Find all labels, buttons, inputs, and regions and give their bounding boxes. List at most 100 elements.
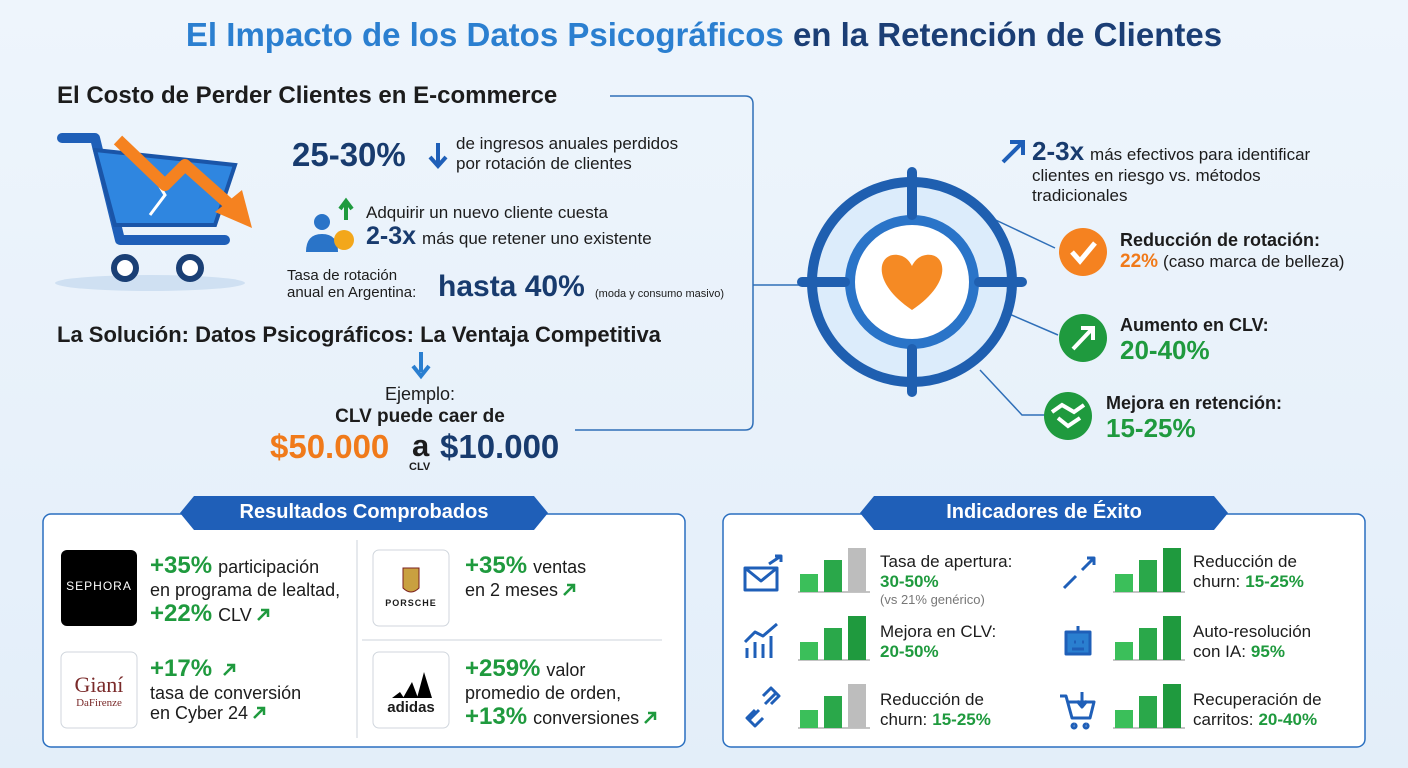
line: Tasa de rotación: [287, 267, 398, 284]
up-arrow: [222, 661, 236, 676]
line: carritos: 20-40%: [1193, 710, 1322, 730]
down-arrow: [411, 352, 431, 380]
mini-bar: [1115, 642, 1133, 660]
case-value: +22%: [150, 600, 213, 628]
line: +35% participación: [150, 552, 340, 580]
adidas-stripes: [392, 672, 432, 698]
indicator-text: Reducción de churn: 15-25%: [1193, 552, 1304, 592]
benefit-value: 15-25%: [1106, 412, 1196, 443]
mini-bar: [824, 628, 842, 660]
growth-icon: [1059, 314, 1107, 362]
indicator-icon: [1060, 692, 1096, 730]
up-arrow: [252, 704, 266, 720]
mini-bar: [1163, 684, 1181, 728]
line: 22% (caso marca de belleza): [1120, 251, 1344, 273]
case-text: +259% valor promedio de orden, +13% conver…: [465, 655, 657, 731]
benefit-label: Mejora en retención:: [1106, 393, 1283, 413]
case-value: +259%: [465, 655, 541, 682]
mini-bar: [1115, 574, 1133, 592]
logo-box: [61, 550, 137, 626]
benefit-label: Reducción de rotación:: [1120, 230, 1321, 250]
to-value: $10.000: [440, 428, 560, 465]
line: con IA: 95%: [1193, 642, 1311, 662]
mini-bar: [1163, 616, 1181, 660]
line: en 2 meses: [465, 580, 586, 601]
line: +35% ventas: [465, 552, 586, 580]
benefit-note: (caso marca de belleza): [1163, 251, 1345, 271]
banner-title: Resultados Comprobados: [239, 501, 489, 523]
up-arrow: [256, 606, 270, 622]
indicator-text: Tasa de apertura: 30-50% (vs 21% genérico): [880, 552, 1012, 607]
up-arrow: [562, 581, 576, 596]
line: Mejora en CLV:: [880, 622, 997, 641]
banner: [860, 496, 1228, 530]
indicator-value: 15-25%: [1245, 571, 1304, 591]
line: ventas: [533, 557, 587, 577]
case-value: +13%: [465, 703, 528, 731]
up-arrow: [643, 709, 657, 725]
stat-text: Tasa de rotación anual en Argentina:: [287, 267, 417, 301]
line: en Cyber 24: [150, 703, 249, 724]
mini-bar: [1115, 710, 1133, 728]
cart-icon: [55, 133, 252, 291]
benefit-value: 22%: [1120, 250, 1159, 272]
line: Reducción de: [880, 690, 984, 709]
line: +22% CLV: [150, 600, 340, 628]
logo-text: adidas: [387, 699, 435, 716]
section-heading: La Solución: Datos Psicográficos: La Ven…: [57, 322, 661, 347]
indicator-icon: [743, 622, 778, 658]
line: más que retener uno existente: [422, 229, 652, 248]
connector-note: CLV: [409, 461, 431, 473]
line: churn: 15-25%: [880, 710, 991, 730]
mini-bar: [848, 548, 866, 592]
connector-word: a: [412, 428, 430, 463]
line: 2-3x más efectivos para identificar: [1032, 136, 1310, 166]
title-lead: El Impacto de los Datos Psicográficos: [185, 16, 784, 53]
banner: [180, 496, 548, 530]
benefit: Mejora en retención: 15-25%: [1106, 393, 1282, 444]
logo-text: DaFirenze: [76, 697, 122, 709]
line: CLV: [218, 605, 252, 626]
mini-bar: [1139, 696, 1157, 728]
indicator-value: 20-50%: [880, 641, 939, 661]
logo-box: [60, 651, 138, 729]
indicator-icon: [1064, 626, 1092, 656]
mini-bar: [824, 696, 842, 728]
logo-text: PORSCHE: [385, 598, 437, 608]
indicator-value: 15-25%: [932, 709, 991, 729]
stat-value: 25-30%: [292, 136, 406, 173]
stat-note: (moda y consumo masivo): [595, 288, 724, 300]
porsche-crest: [402, 567, 420, 593]
mini-bar: [800, 710, 818, 728]
stat-value: hasta 40%: [438, 270, 585, 303]
line: con IA:: [1193, 641, 1246, 661]
connector: [575, 95, 754, 431]
stat-text: de ingresos anuales perdidos por rotación…: [456, 134, 678, 173]
line: churn:: [880, 709, 928, 729]
indicator-icon: [1062, 556, 1096, 590]
line: Recuperación de: [1193, 690, 1322, 709]
benefit: Aumento en CLV: 20-40%: [1120, 315, 1269, 366]
benefit: 2-3x más efectivos para identificar client…: [1032, 136, 1310, 206]
line: Auto-resolución: [1193, 622, 1312, 641]
mini-bar: [824, 560, 842, 592]
case-value: +35%: [465, 552, 528, 579]
mini-bar: [1163, 548, 1181, 592]
indicator-text: Reducción de churn: 15-25%: [880, 690, 991, 730]
benefit-value: 2-3x: [1032, 136, 1085, 166]
up-arrow: [1001, 140, 1025, 164]
line: anual en Argentina:: [287, 283, 417, 301]
logo-text: SEPHORA: [66, 579, 132, 593]
indicator-icon: [745, 686, 781, 728]
title: El Impacto de los Datos Psicográficos en…: [0, 16, 1408, 54]
stat-text: Adquirir un nuevo cliente cuesta: [366, 203, 608, 222]
title-rest: en la Retención de Clientes: [792, 16, 1223, 53]
mini-bar: [800, 642, 818, 660]
line: en 2 meses: [465, 579, 559, 600]
indicator-value: 95%: [1250, 641, 1285, 661]
indicator-icon: [743, 554, 783, 592]
indicator-value: 20-40%: [1258, 709, 1318, 729]
line: carritos:: [1193, 709, 1254, 729]
